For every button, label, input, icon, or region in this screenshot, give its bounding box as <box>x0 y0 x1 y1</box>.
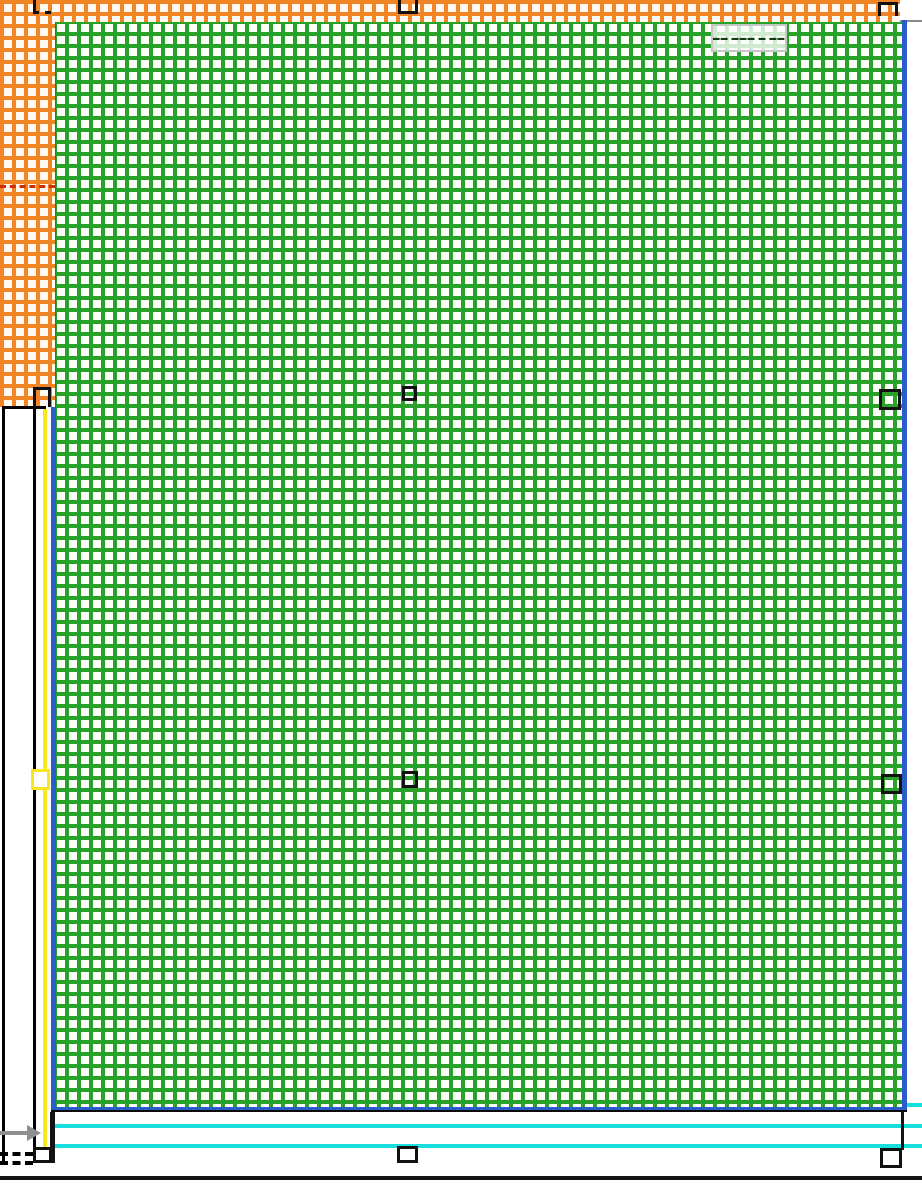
left-profile-top-cap <box>2 406 46 409</box>
red-dashed-guide-line <box>0 185 55 188</box>
cyan-track-line-lower[interactable] <box>53 1144 922 1148</box>
bottom-outline[interactable] <box>0 1176 922 1180</box>
grip-bottom-center[interactable] <box>397 1146 418 1163</box>
frame-rail-right[interactable] <box>902 20 907 1112</box>
leader-arrow-icon <box>27 1125 41 1141</box>
frame-rail-bottom[interactable] <box>51 1107 907 1112</box>
spline-yellow-line[interactable] <box>43 409 47 1150</box>
mesh-panel-green[interactable] <box>53 20 902 1107</box>
annotation-label-box[interactable]: ▬▬ ▬▬▬ ▬ ▬▬ <box>711 24 787 52</box>
cyan-track-stub-right <box>907 1103 922 1107</box>
corner-drop-right <box>901 1112 904 1150</box>
mesh-panel-orange-top[interactable] <box>0 0 900 22</box>
annotation-label-marks: ▬▬ ▬▬▬ ▬ ▬▬ <box>712 34 786 42</box>
mesh-panel-orange-left[interactable] <box>0 0 55 407</box>
break-line-dashed-1 <box>0 1152 33 1156</box>
corner-drop-left <box>50 1112 55 1163</box>
left-profile-column[interactable] <box>2 406 36 1163</box>
grip-bottom-right[interactable] <box>880 1148 902 1168</box>
leader-arrow-shaft <box>0 1131 27 1135</box>
break-line-dashed-2 <box>0 1161 33 1165</box>
frame-rail-left[interactable] <box>51 20 56 1112</box>
cyan-track-line-upper[interactable] <box>53 1124 922 1128</box>
